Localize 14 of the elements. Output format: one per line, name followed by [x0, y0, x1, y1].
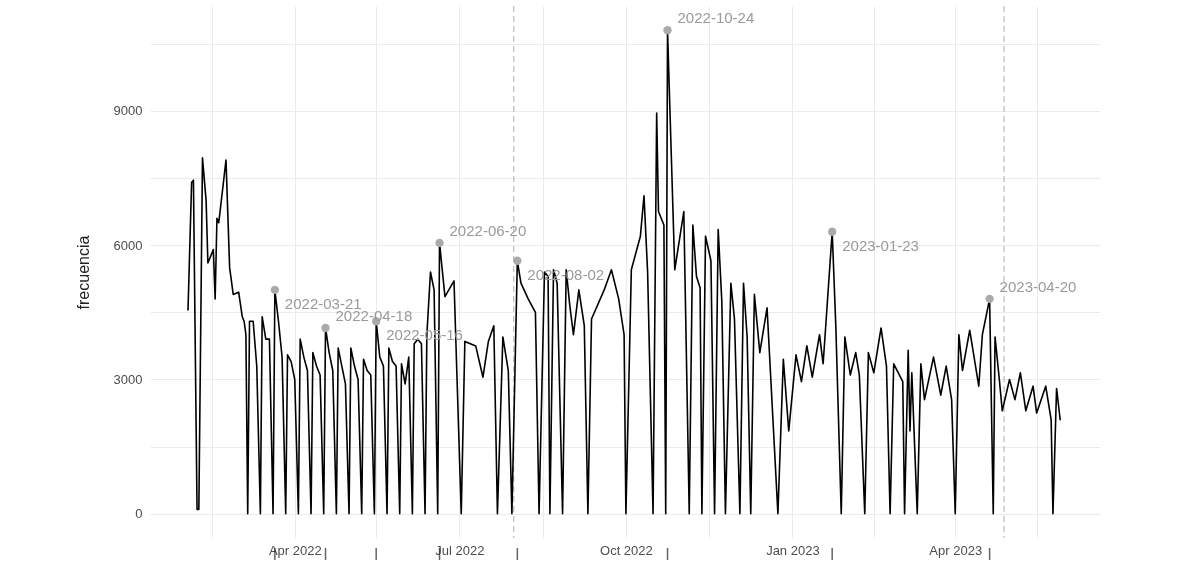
x-tick-label: Apr 2023	[929, 542, 983, 558]
annotation: 2023-01-23	[842, 236, 919, 254]
y-tick-label: 3000	[113, 371, 143, 387]
y-tick-label: 0	[135, 506, 143, 522]
annotation: 2022-10-24	[677, 9, 755, 27]
x-tick-label: Oct 2022	[600, 542, 653, 558]
x-tick-label: Jan 2023	[766, 542, 820, 558]
annotation: 2022-06-20	[449, 221, 527, 239]
x-tick-label: Apr 2022	[268, 542, 322, 558]
y-axis-title: frecuencia	[74, 235, 92, 310]
y-tick-label: 9000	[113, 103, 143, 119]
x-tick-label: Jul 2022	[435, 542, 485, 558]
annotation: 2023-04-20	[999, 277, 1077, 295]
y-tick-label: 6000	[113, 237, 143, 253]
